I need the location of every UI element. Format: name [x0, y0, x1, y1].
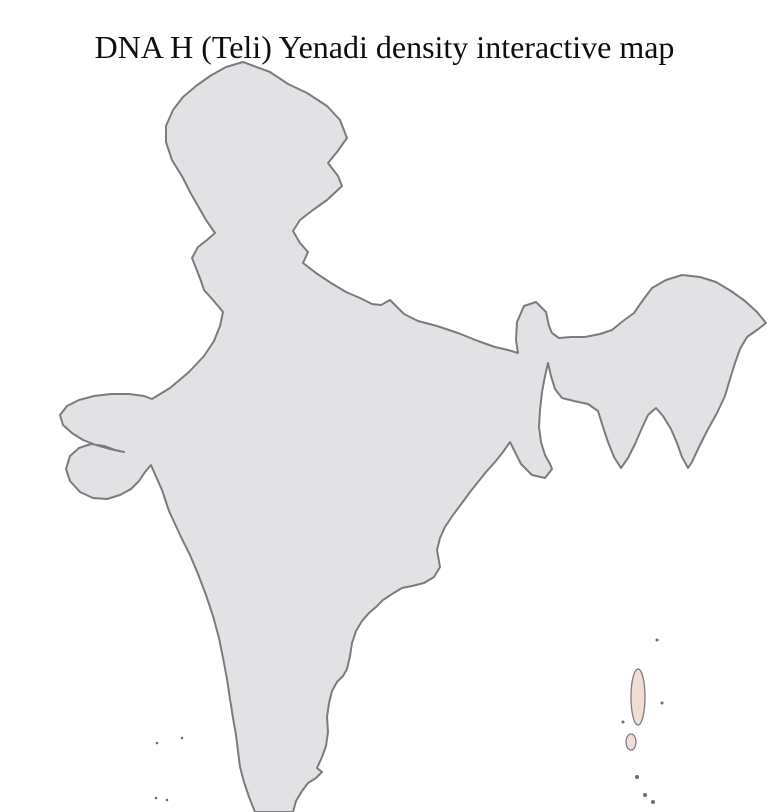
island-dot [635, 775, 639, 779]
lakshadweep-islands[interactable] [154, 736, 184, 802]
island-dot [154, 796, 158, 800]
island-dot [660, 701, 664, 705]
island-dot [165, 798, 169, 802]
island-dot [643, 793, 647, 797]
island-dot [621, 720, 625, 724]
island-dot [155, 741, 159, 745]
andaman-nicobar-islands[interactable] [621, 638, 664, 805]
island-dot [180, 736, 184, 740]
island-dot [655, 638, 659, 642]
andaman-main-island[interactable] [630, 668, 646, 726]
island-dot [651, 800, 655, 804]
district-city-dot-goa[interactable] [167, 591, 173, 597]
map-title: DNA H (Teli) Yenadi density interactive … [94, 29, 675, 66]
india-outer-border [59, 61, 767, 812]
little-andaman-island[interactable] [625, 733, 637, 751]
district-pale-spot[interactable] [360, 285, 372, 295]
